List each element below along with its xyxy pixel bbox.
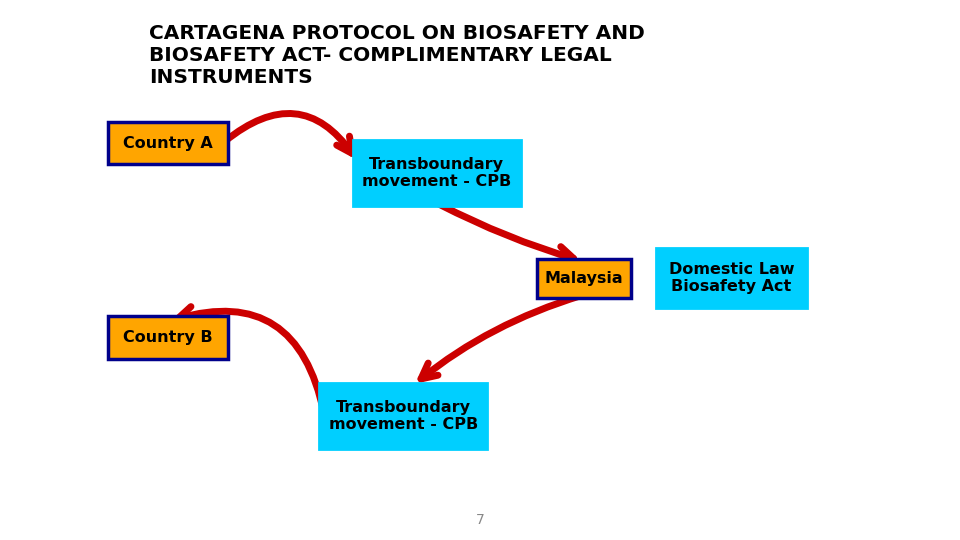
FancyBboxPatch shape [108,316,228,359]
Text: Transboundary
movement - CPB: Transboundary movement - CPB [328,400,478,432]
Text: Domestic Law
Biosafety Act: Domestic Law Biosafety Act [669,262,794,294]
FancyBboxPatch shape [108,122,228,164]
Text: CARTAGENA PROTOCOL ON BIOSAFETY AND
BIOSAFETY ACT- COMPLIMENTARY LEGAL
INSTRUMEN: CARTAGENA PROTOCOL ON BIOSAFETY AND BIOS… [149,24,644,87]
FancyBboxPatch shape [537,259,631,298]
Text: Country A: Country A [123,136,213,151]
FancyBboxPatch shape [319,383,487,449]
Text: Transboundary
movement - CPB: Transboundary movement - CPB [362,157,512,189]
FancyBboxPatch shape [353,140,520,206]
Text: 7: 7 [475,512,485,526]
FancyBboxPatch shape [656,248,807,308]
Text: Malaysia: Malaysia [544,271,623,286]
Text: Country B: Country B [123,330,213,345]
